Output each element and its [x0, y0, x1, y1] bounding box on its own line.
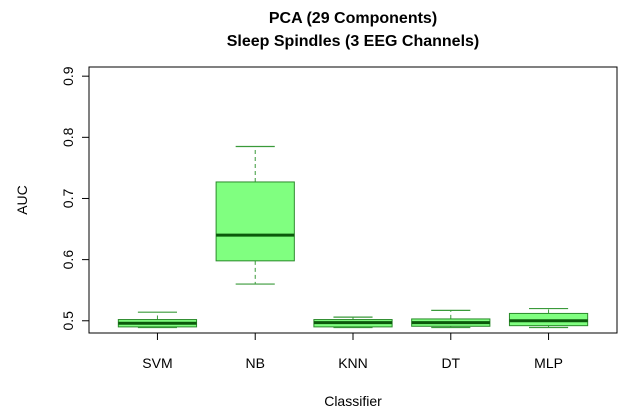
- y-tick-label: 0.9: [60, 66, 76, 86]
- boxplot-series: [117, 145, 589, 329]
- x-tick-label-dt: DT: [441, 355, 460, 371]
- box-mlp: [508, 307, 589, 329]
- chart-subtitle: Sleep Spindles (3 EEG Channels): [227, 33, 480, 50]
- y-tick-label: 0.8: [60, 127, 76, 147]
- x-axis: SVM NB KNN DT MLP: [142, 333, 563, 371]
- y-tick-label: 0.7: [60, 189, 76, 209]
- box-body-nb: [215, 181, 295, 262]
- y-tick-label: 0.5: [60, 311, 76, 331]
- y-tick-label: 0.6: [60, 250, 76, 270]
- x-tick-label-nb: NB: [245, 355, 264, 371]
- box-knn: [313, 316, 393, 329]
- x-tick-label-mlp: MLP: [534, 355, 563, 371]
- box-svm: [117, 311, 198, 329]
- x-tick-label-svm: SVM: [142, 355, 172, 371]
- plot-frame: [88, 66, 618, 334]
- y-axis: 0.5 0.6 0.7 0.8 0.9: [60, 66, 90, 331]
- chart-title: PCA (29 Components): [269, 10, 437, 27]
- y-axis-label: AUC: [14, 185, 30, 215]
- x-axis-label: Classifier: [324, 393, 382, 409]
- box-nb: [215, 145, 295, 285]
- box-dt: [411, 309, 491, 329]
- x-tick-label-knn: KNN: [338, 355, 368, 371]
